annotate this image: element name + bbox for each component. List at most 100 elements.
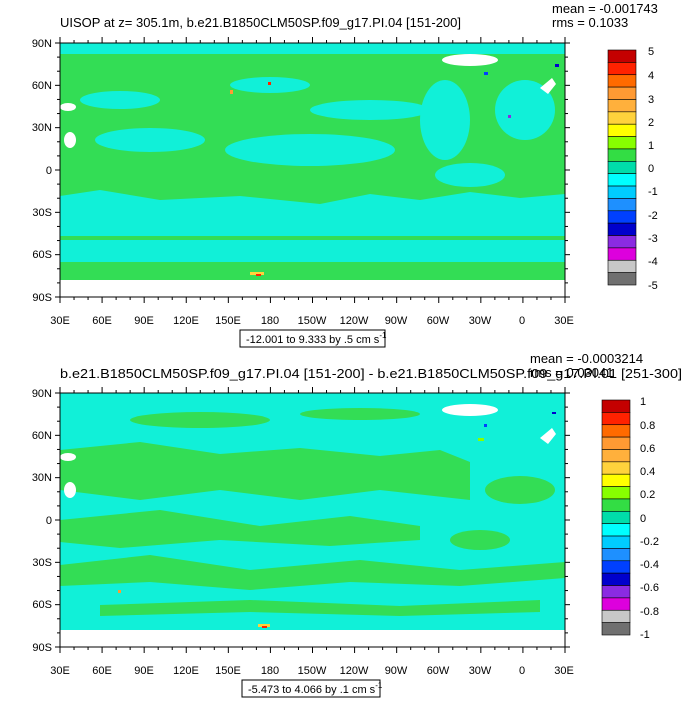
y-tick-label: 30N (32, 122, 52, 134)
colorbar-labels: 1 0.8 0.6 0.4 0.2 0 -0.2 -0.4 -0.6 -0.8 … (640, 396, 659, 641)
ocean-field-cyan (60, 393, 565, 630)
x-tick-label: 60W (427, 315, 450, 327)
colorbar-label: 2 (648, 117, 654, 129)
colorbar-swatch (601, 473, 631, 487)
x-axis-ticks (59, 37, 566, 303)
y-tick-label: 90N (32, 388, 52, 400)
colorbar-label: 1 (640, 396, 646, 408)
colorbar-label: -0.6 (640, 582, 659, 594)
colorbar-label: -4 (648, 256, 658, 268)
x-tick-label: 120W (340, 315, 369, 327)
colorbar-swatch (607, 173, 637, 187)
y-tick-labels: 90N 60N 30N 0 30S 60S 90S (32, 38, 52, 304)
colorbar-swatch (601, 523, 631, 537)
colorbar-label: 0 (648, 163, 654, 175)
x-axis-ticks (59, 387, 566, 653)
colorbar-swatch (601, 424, 631, 438)
colorbar-label: 1 (648, 140, 654, 152)
colorbar-swatch (601, 461, 631, 475)
panel-1: mean = -0.001743 rms = 0.1033 UISOP at z… (0, 0, 700, 350)
map-area (59, 392, 566, 648)
range-box: -12.001 to 9.333 by .5 cm s-1 (239, 329, 387, 348)
colorbar-label: 3 (648, 94, 654, 106)
y-tick-label: 90N (32, 38, 52, 50)
colorbar-swatch (607, 62, 637, 76)
chart-2: mean = -0.0003214 rms = 0.03041 b.e21.B1… (32, 351, 682, 698)
x-tick-label: 0 (519, 665, 525, 677)
anomaly-specks (230, 64, 559, 276)
x-tick-labels: 30E 60E 90E 120E 150E 180 150W 120W 90W … (50, 315, 574, 327)
colorbar-swatch (601, 609, 631, 623)
x-tick-label: 30W (469, 665, 492, 677)
colorbar-swatch (601, 535, 631, 549)
colorbar-swatch (601, 548, 631, 562)
colorbar-swatch (607, 74, 637, 88)
ocean-field-green (60, 408, 565, 616)
colorbar-label: -0.2 (640, 536, 659, 548)
x-tick-label: 90E (134, 315, 154, 327)
colorbar-swatch (607, 235, 637, 249)
y-tick-label: 30N (32, 472, 52, 484)
colorbar-swatch (607, 272, 637, 286)
colorbar-swatch (601, 585, 631, 599)
colorbar-label: 0 (640, 513, 646, 525)
x-tick-label: 150W (298, 665, 327, 677)
colorbar-label: 0.8 (640, 420, 655, 432)
rms-label: rms = 0.03041 (530, 365, 613, 380)
x-tick-label: 90W (385, 665, 408, 677)
x-tick-label: 30E (50, 665, 70, 677)
chart-title: b.e21.B1850CLM50SP.f09_g17.PI.04 [151-20… (60, 366, 682, 381)
colorbar-swatch (607, 210, 637, 224)
x-tick-label: 60E (92, 665, 112, 677)
colorbar-label: 0.2 (640, 489, 655, 501)
mean-label: mean = -0.001743 (552, 1, 658, 16)
colorbar (601, 399, 631, 636)
colorbar (607, 49, 637, 286)
colorbar-swatch (607, 148, 637, 162)
colorbar-label: -3 (648, 233, 658, 245)
y-tick-label: 0 (46, 165, 52, 177)
colorbar-swatch (607, 198, 637, 212)
colorbar-swatch (607, 111, 637, 125)
x-tick-label: 90W (385, 315, 408, 327)
mean-label: mean = -0.0003214 (530, 351, 643, 366)
colorbar-swatch (607, 185, 637, 199)
colorbar-swatch (601, 436, 631, 450)
colorbar-label: -0.8 (640, 606, 659, 618)
colorbar-label: 4 (648, 70, 654, 82)
colorbar-swatch (607, 86, 637, 100)
colorbar-swatch (601, 597, 631, 611)
colorbar-labels: 5 4 3 2 1 0 -1 -2 -3 -4 -5 (648, 46, 658, 292)
chart-1: mean = -0.001743 rms = 0.1033 UISOP at z… (32, 1, 658, 348)
ocean-field-cyan (60, 43, 565, 262)
colorbar-swatch (601, 572, 631, 586)
colorbar-swatch (607, 161, 637, 174)
y-axis-ticks (55, 42, 570, 298)
x-tick-label: 150E (215, 315, 241, 327)
colorbar-label: 0.4 (640, 466, 655, 478)
x-tick-label: 150W (298, 315, 327, 327)
x-tick-label: 30E (554, 315, 574, 327)
x-tick-label: 30W (469, 315, 492, 327)
colorbar-label: -1 (640, 629, 650, 641)
y-axis-ticks (55, 392, 570, 648)
chart-title: UISOP at z= 305.1m, b.e21.B1850CLM50SP.f… (60, 15, 461, 30)
panel-2: mean = -0.0003214 rms = 0.03041 b.e21.B1… (0, 350, 700, 700)
x-tick-label: 30E (554, 665, 574, 677)
colorbar-label: -2 (648, 210, 658, 222)
y-tick-label: 0 (46, 515, 52, 527)
colorbar-swatch (601, 412, 631, 426)
colorbar-label: -5 (648, 280, 658, 292)
y-tick-label: 30S (32, 557, 52, 569)
colorbar-swatch (607, 49, 637, 63)
colorbar-label: -1 (648, 186, 658, 198)
anomaly-specks (118, 412, 556, 628)
y-tick-labels: 90N 60N 30N 0 30S 60S 90S (32, 388, 52, 654)
colorbar-swatch (601, 560, 631, 574)
x-tick-label: 0 (519, 315, 525, 327)
x-tick-label: 90E (134, 665, 154, 677)
x-tick-label: 60W (427, 665, 450, 677)
colorbar-label: 5 (648, 46, 654, 58)
colorbar-swatch (601, 486, 631, 500)
x-tick-label: 120W (340, 665, 369, 677)
